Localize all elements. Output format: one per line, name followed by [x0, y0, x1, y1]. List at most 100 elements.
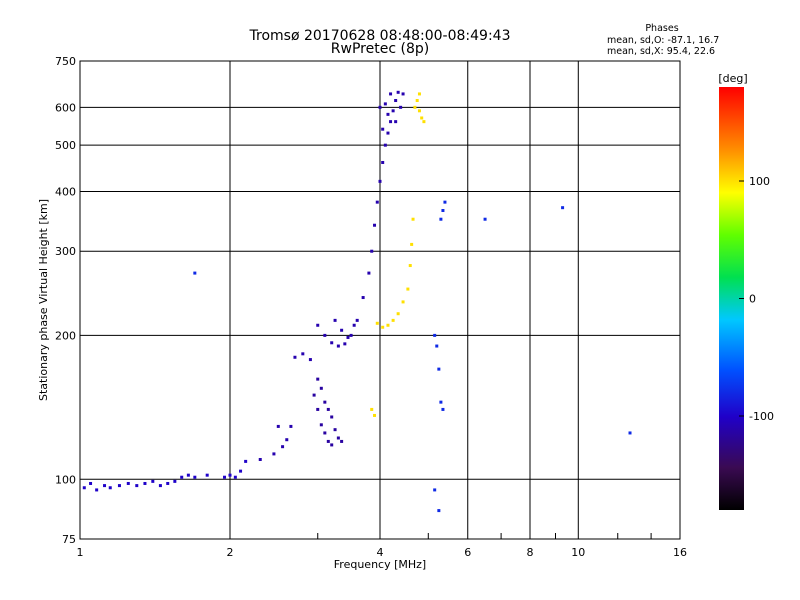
y-tick-label: 750 [55, 55, 76, 68]
echo-point [239, 469, 243, 473]
echo-point [361, 296, 365, 300]
echo-point [383, 143, 387, 147]
echo-point [483, 217, 487, 221]
echo-point [336, 344, 340, 348]
x-tick-label: 8 [527, 546, 534, 559]
echo-point [293, 355, 297, 359]
echo-point [433, 488, 437, 492]
echo-point [410, 242, 414, 246]
echo-point [308, 358, 312, 362]
echo-point [333, 318, 337, 322]
echo-point [437, 509, 441, 513]
echo-point [343, 342, 347, 346]
echo-point [173, 479, 177, 483]
echo-point [151, 479, 155, 483]
echo-point [370, 249, 374, 253]
y-tick-label: 500 [55, 139, 76, 152]
echo-point [323, 333, 327, 337]
x-axis-label: Frequency [MHz] [334, 558, 426, 571]
echo-point [143, 481, 147, 485]
y-tick-label: 100 [55, 473, 76, 486]
echo-point [340, 439, 344, 443]
echo-point [316, 407, 320, 411]
echo-point [103, 484, 107, 488]
echo-point [439, 217, 443, 221]
echo-point [355, 318, 359, 322]
echo-point [375, 321, 379, 325]
phase-stats-o: mean, sd,O: -87.1, 16.7 [607, 35, 719, 46]
chart-title: Tromsø 20170628 08:48:00-08:49:43 [249, 28, 511, 44]
echo-point [205, 473, 209, 477]
echo-point [443, 200, 447, 204]
echo-point [420, 116, 424, 120]
echo-point [272, 452, 276, 456]
echo-point [117, 484, 121, 488]
echo-point [378, 179, 382, 183]
echo-point [82, 486, 86, 490]
echo-point [389, 120, 393, 124]
echo-point [346, 335, 350, 339]
echo-point [391, 318, 395, 322]
echo-point [378, 105, 382, 109]
echo-point [158, 484, 162, 488]
echo-point [396, 90, 400, 94]
chart-subtitle: RwPretec (8p) [331, 41, 429, 57]
echo-point [391, 109, 395, 113]
echo-point [281, 445, 285, 449]
echo-point [381, 127, 385, 131]
echo-point [166, 481, 170, 485]
y-axis-ticks: 75 100 200 300 400 500 600 750 [55, 55, 76, 546]
colorbar-label: [deg] [718, 72, 747, 85]
y-tick-label: 600 [55, 101, 76, 114]
echo-point [386, 112, 390, 116]
echo-point [435, 344, 439, 348]
echo-point [422, 120, 426, 124]
y-axis-label: Stationary phase Virtual Height [km] [37, 199, 50, 401]
echo-point [108, 486, 112, 490]
echo-point [441, 407, 445, 411]
echo-point [373, 223, 377, 227]
colorbar-tick-label: -100 [749, 410, 774, 423]
echo-point [336, 436, 340, 440]
echo-point [316, 377, 320, 381]
echo-point [285, 438, 289, 442]
echo-point [330, 341, 334, 345]
echo-point [323, 400, 327, 404]
echo-point [289, 424, 293, 428]
echo-point [415, 99, 419, 103]
echo-point [386, 323, 390, 327]
phase-stats-x: mean, sd,X: 95.4, 22.6 [607, 46, 715, 57]
echo-point [561, 206, 565, 210]
y-tick-label: 400 [55, 185, 76, 198]
echo-point [394, 99, 398, 103]
echo-point [193, 271, 197, 275]
echo-point [439, 400, 443, 404]
y-tick-label: 300 [55, 245, 76, 258]
echo-point [408, 264, 412, 268]
x-tick-label: 1 [77, 546, 84, 559]
echo-point [389, 92, 393, 96]
echo-point [333, 428, 337, 432]
colorbar-tick-label: 0 [749, 293, 756, 306]
echo-point [223, 475, 227, 479]
echo-point [352, 323, 356, 327]
echo-point [628, 431, 632, 435]
echo-point [375, 200, 379, 204]
echo-point [330, 415, 334, 419]
echo-point [326, 439, 330, 443]
colorbar-ticks: 100 0 -100 [739, 175, 774, 423]
echo-point [413, 105, 417, 109]
x-tick-label: 10 [571, 546, 585, 559]
y-tick-label: 75 [62, 533, 76, 546]
echo-point [381, 325, 385, 329]
echo-point [340, 328, 344, 332]
echo-point [367, 271, 371, 275]
echo-point [301, 352, 305, 356]
x-tick-label: 2 [227, 546, 234, 559]
echo-point [180, 475, 184, 479]
echo-point [330, 443, 334, 447]
echo-point [401, 92, 405, 96]
echo-point [396, 312, 400, 316]
echo-point [186, 473, 190, 477]
